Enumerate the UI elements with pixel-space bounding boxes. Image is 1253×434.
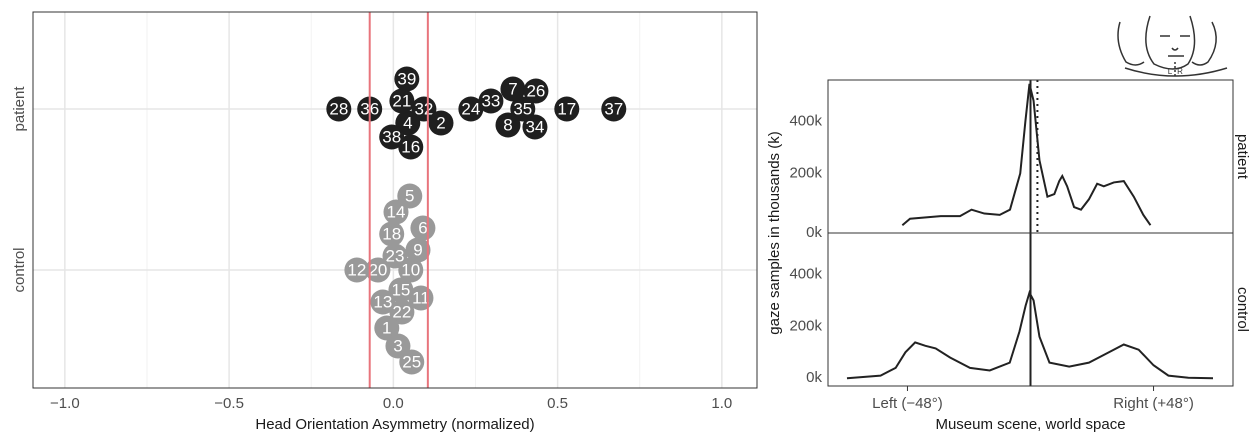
point-label: 38 <box>382 127 401 146</box>
point <box>379 221 405 247</box>
point-label: 7 <box>508 79 517 98</box>
point <box>389 299 415 325</box>
point <box>500 76 526 102</box>
point-label: 2 <box>436 113 445 132</box>
x-axis-title: Museum scene, world space <box>935 416 1125 433</box>
icon-right-label: R <box>1177 67 1183 76</box>
point <box>394 66 420 92</box>
point-label: 16 <box>401 137 420 156</box>
point-label: 24 <box>461 99 480 118</box>
y-tick-label: 200k <box>789 317 822 334</box>
point <box>379 124 405 150</box>
point-label: 26 <box>526 81 545 100</box>
point <box>478 88 504 114</box>
y-tick-label: 400k <box>789 112 822 129</box>
x-tick-label: 0.0 <box>383 395 404 412</box>
point <box>601 96 627 122</box>
y-category-label: patient <box>11 86 28 132</box>
point <box>399 349 425 375</box>
point-label: 21 <box>392 91 411 110</box>
point <box>523 78 549 104</box>
y-category-label: control <box>11 247 28 292</box>
point-label: 3 <box>393 336 402 355</box>
point-label: 14 <box>387 202 406 221</box>
point-label: 12 <box>347 260 366 279</box>
point <box>370 289 396 315</box>
point-label: 6 <box>418 218 427 237</box>
x-axis-title: Head Orientation Asymmetry (normalized) <box>255 416 534 433</box>
point <box>344 257 370 283</box>
point <box>510 96 536 122</box>
y-axis-title: gaze samples in thousands (k) <box>766 131 783 334</box>
y-tick-label: 400k <box>789 265 822 282</box>
density-line <box>846 290 1214 380</box>
point <box>410 215 436 241</box>
point-label: 8 <box>503 115 512 134</box>
point <box>389 88 415 114</box>
x-tick-label: Left (−48°) <box>872 395 943 412</box>
point <box>326 96 352 122</box>
point <box>411 96 437 122</box>
density-line <box>901 83 1152 226</box>
icon-left-label: L <box>1168 67 1173 76</box>
point <box>388 277 414 303</box>
panel-border <box>827 232 1234 387</box>
point <box>554 96 580 122</box>
point-label: 23 <box>386 246 405 265</box>
point-label: 25 <box>402 352 421 371</box>
x-tick-label: −1.0 <box>50 395 80 412</box>
point-label: 35 <box>513 99 532 118</box>
point-label: 18 <box>382 224 401 243</box>
point-label: 20 <box>368 260 387 279</box>
point-label: 15 <box>391 280 410 299</box>
point-label: 1 <box>382 318 391 337</box>
point-label: 22 <box>392 302 411 321</box>
x-tick-label: 0.5 <box>547 395 568 412</box>
point <box>382 243 408 269</box>
point-label: 5 <box>405 186 414 205</box>
point-label: 10 <box>401 260 420 279</box>
point <box>458 96 484 122</box>
point-label: 13 <box>373 292 392 311</box>
point-label: 33 <box>481 91 500 110</box>
point-label: 17 <box>557 99 576 118</box>
point <box>495 112 521 138</box>
y-tick-label: 0k <box>806 369 822 386</box>
point <box>428 110 454 136</box>
x-tick-label: 1.0 <box>711 395 732 412</box>
x-tick-label: −0.5 <box>214 395 244 412</box>
point <box>405 237 431 263</box>
point-label: 34 <box>525 117 544 136</box>
point-label: 11 <box>412 288 430 307</box>
facet-label: patient <box>1234 134 1251 180</box>
point-label: 4 <box>403 113 412 132</box>
point <box>374 315 400 341</box>
facet-label: control <box>1234 287 1251 332</box>
x-tick-label: Right (+48°) <box>1113 395 1194 412</box>
point <box>522 114 548 140</box>
point <box>397 183 423 209</box>
y-tick-label: 200k <box>789 164 822 181</box>
point-label: 28 <box>329 99 348 118</box>
point-label: 37 <box>604 99 623 118</box>
plot-border <box>32 11 758 389</box>
face-icon <box>1117 15 1228 78</box>
point-label: 39 <box>397 69 416 88</box>
point <box>398 134 424 160</box>
y-tick-label: 0k <box>806 224 822 241</box>
point <box>365 257 391 283</box>
point-label: 9 <box>413 240 422 259</box>
point <box>395 110 421 136</box>
